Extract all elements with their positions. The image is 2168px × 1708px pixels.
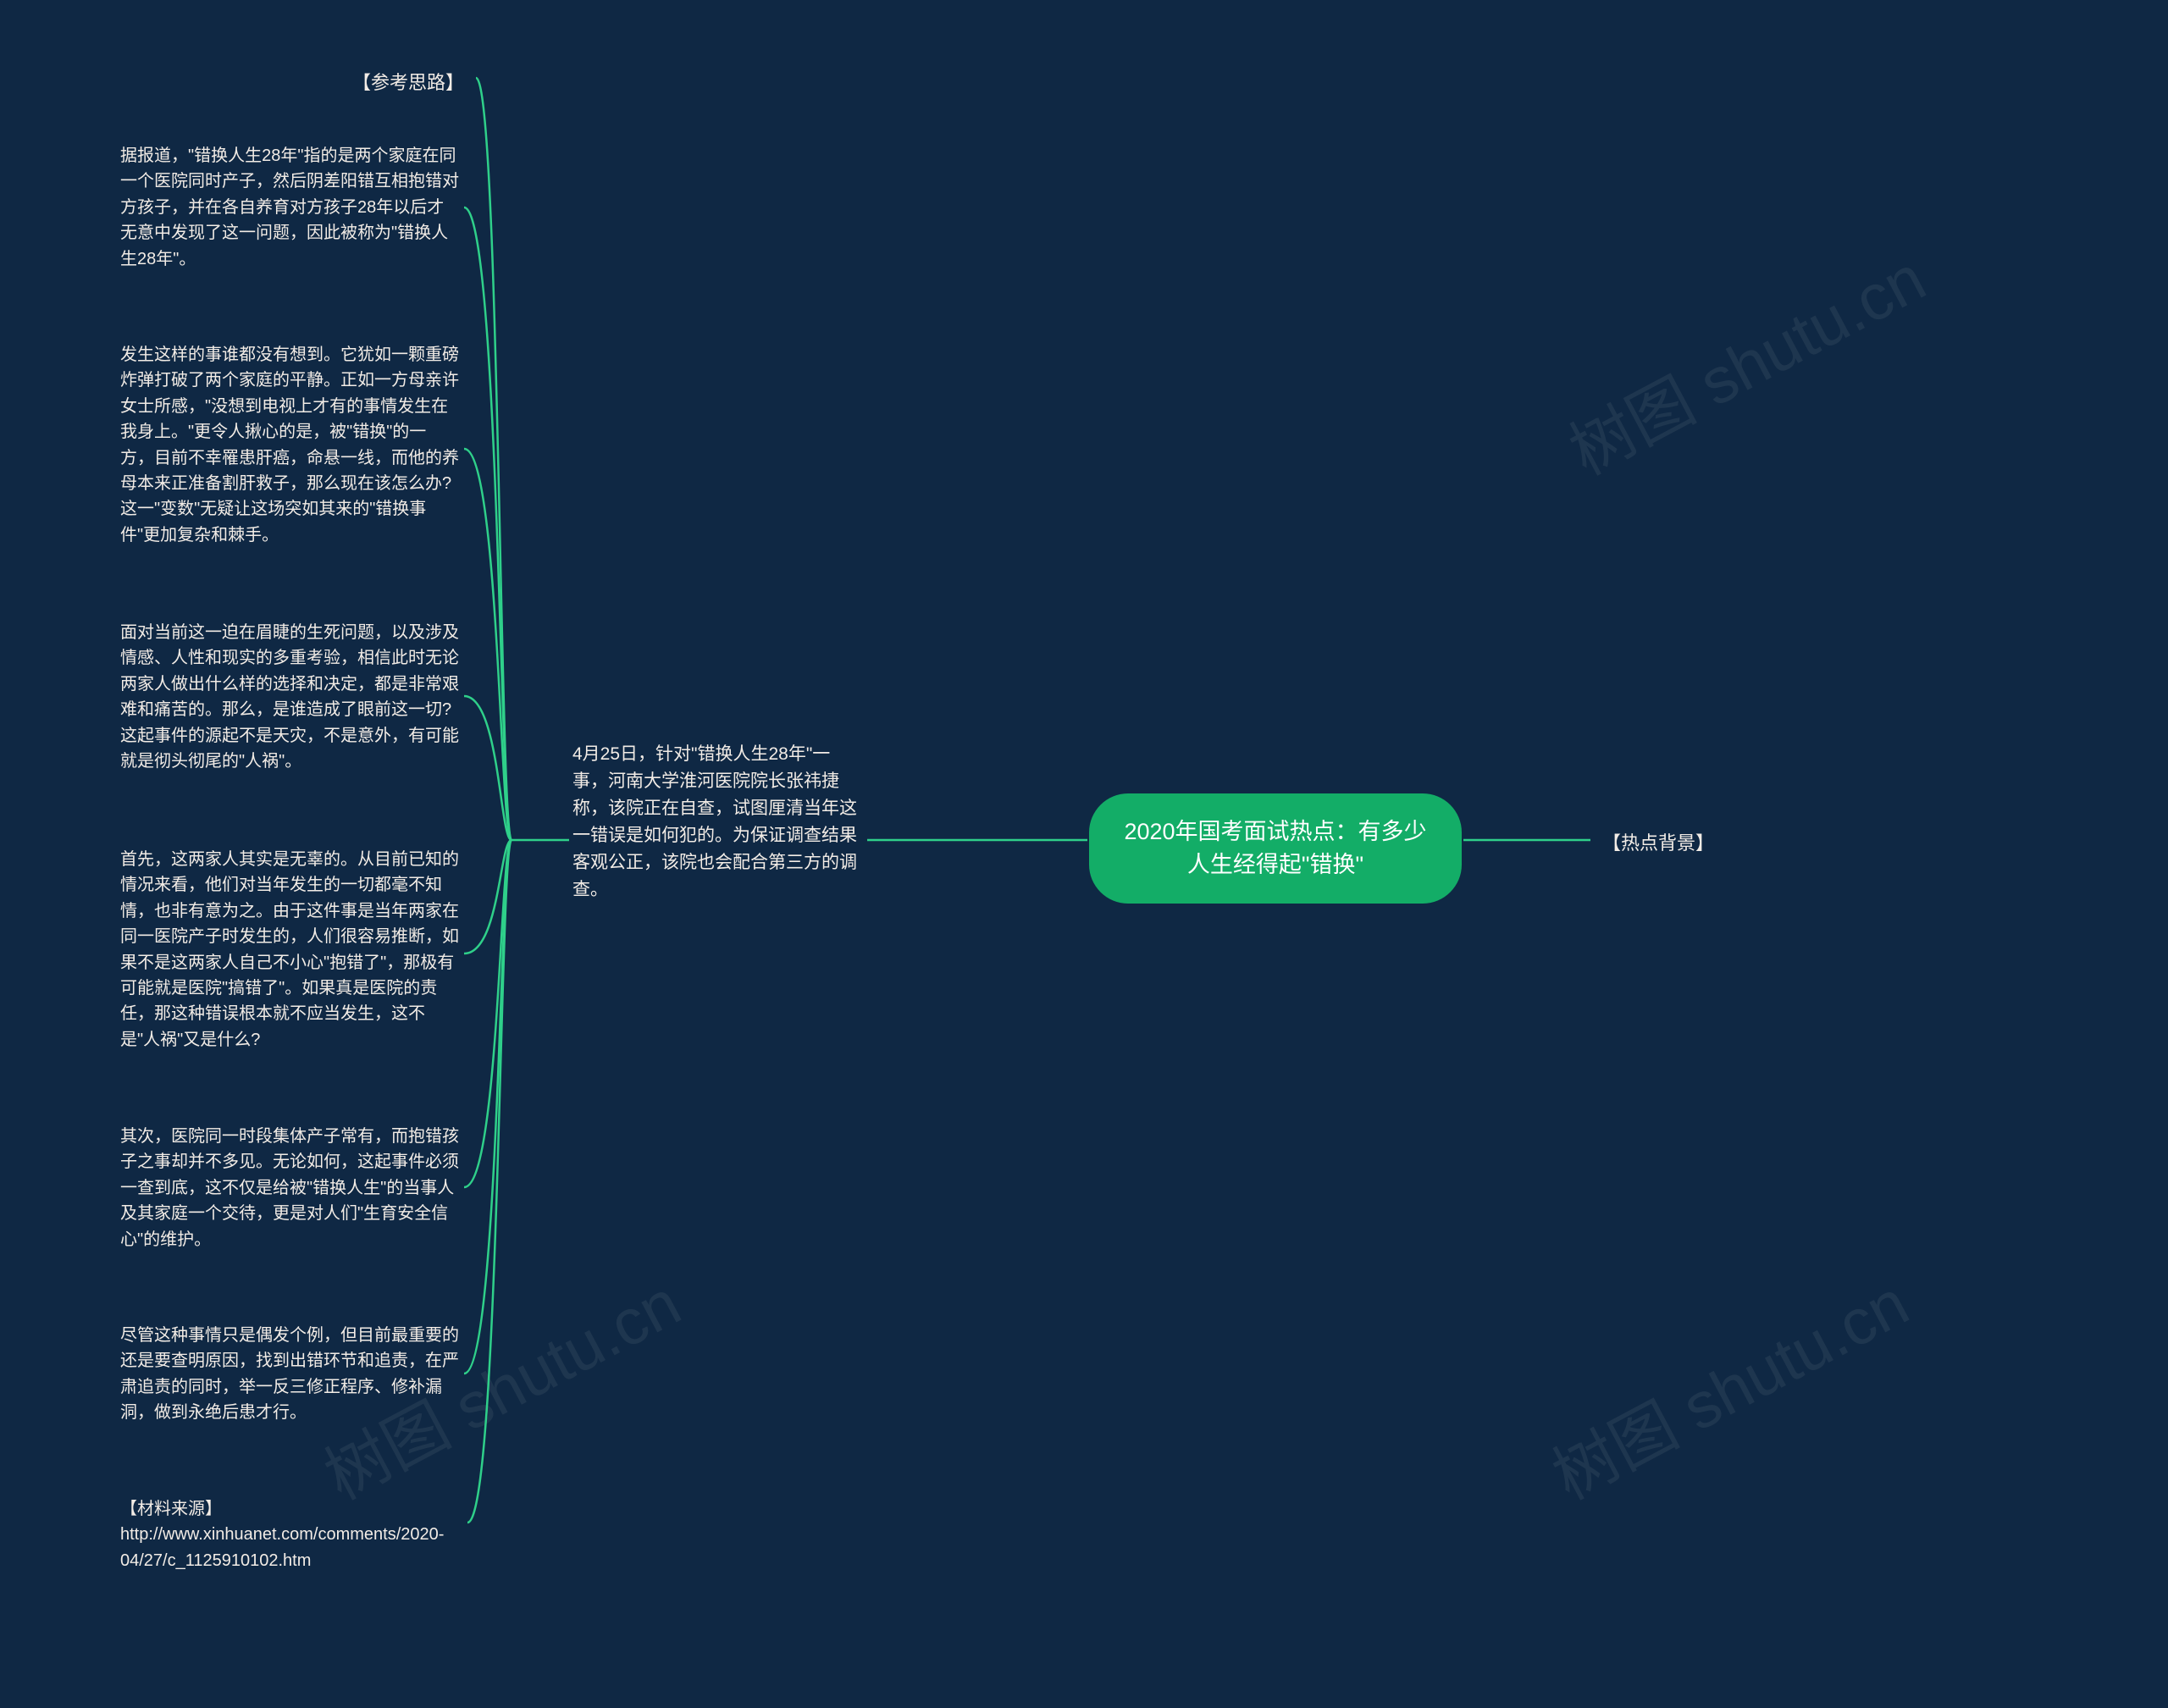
left-paragraph-4[interactable]: 首先，这两家人其实是无辜的。从目前已知的情况来看，他们对当年发生的一切都毫不知情… bbox=[120, 847, 459, 1053]
left-paragraph-5[interactable]: 其次，医院同一时段集体产子常有，而抱错孩子之事却并不多见。无论如何，这起事件必须… bbox=[120, 1124, 459, 1252]
left-paragraph-2[interactable]: 发生这样的事谁都没有想到。它犹如一颗重磅炸弹打破了两个家庭的平静。正如一方母亲许… bbox=[120, 342, 459, 548]
watermark: 树图 shutu.cn bbox=[1534, 1252, 1922, 1517]
left-source-link[interactable]: 【材料来源】http://www.xinhuanet.com/comments/… bbox=[120, 1496, 462, 1573]
mid-summary-block[interactable]: 4月25日，针对"错换人生28年"一事，河南大学淮河医院院长张祎捷称，该院正在自… bbox=[572, 741, 862, 903]
branch-label-hot-background[interactable]: 【热点背景】 bbox=[1602, 828, 1714, 855]
left-paragraph-3[interactable]: 面对当前这一迫在眉睫的生死问题，以及涉及情感、人性和现实的多重考验，相信此时无论… bbox=[120, 620, 459, 774]
center-topic-node[interactable]: 2020年国考面试热点：有多少人生经得起"错换" bbox=[1089, 793, 1462, 904]
mindmap-canvas: 树图 shutu.cn 树图 shutu.cn 树图 shutu.cn 2020… bbox=[0, 0, 2168, 1708]
center-topic-text: 2020年国考面试热点：有多少人生经得起"错换" bbox=[1124, 819, 1426, 877]
left-paragraph-1[interactable]: 据报道，"错换人生28年"指的是两个家庭在同一个医院同时产子，然后阴差阳错互相抱… bbox=[120, 143, 459, 272]
branch-label-reference-thinking[interactable]: 【参考思路】 bbox=[352, 68, 464, 95]
watermark: 树图 shutu.cn bbox=[1551, 227, 1938, 492]
left-paragraph-6[interactable]: 尽管这种事情只是偶发个例，但目前最重要的还是要查明原因，找到出错环节和追责，在严… bbox=[120, 1323, 459, 1426]
